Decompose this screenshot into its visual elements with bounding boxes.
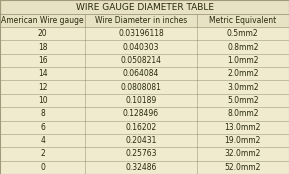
Bar (85, 107, 197, 121)
Bar (0, 121, 85, 134)
Text: 0.20431: 0.20431 (125, 136, 157, 145)
Text: 0.32486: 0.32486 (125, 163, 157, 172)
Text: 0: 0 (40, 163, 45, 172)
Bar (85, 161, 197, 174)
Text: American Wire gauge: American Wire gauge (1, 16, 84, 25)
Text: 0.0808081: 0.0808081 (121, 83, 161, 92)
Text: 10: 10 (38, 96, 47, 105)
Bar (197, 67, 289, 80)
Text: 52.0mm2: 52.0mm2 (225, 163, 261, 172)
Bar (197, 161, 289, 174)
Bar (0, 0, 289, 14)
Bar (197, 94, 289, 107)
Text: 5.0mm2: 5.0mm2 (227, 96, 259, 105)
Text: 0.040303: 0.040303 (123, 43, 159, 52)
Bar (0, 40, 85, 54)
Text: 12: 12 (38, 83, 47, 92)
Bar (0, 161, 85, 174)
Text: 0.5mm2: 0.5mm2 (227, 29, 259, 38)
Bar (85, 134, 197, 147)
Bar (0, 54, 85, 67)
Bar (0, 94, 85, 107)
Text: 4: 4 (40, 136, 45, 145)
Bar (85, 80, 197, 94)
Text: 0.16202: 0.16202 (125, 123, 157, 132)
Text: 32.0mm2: 32.0mm2 (225, 149, 261, 159)
Bar (0, 80, 85, 94)
Text: 3.0mm2: 3.0mm2 (227, 83, 259, 92)
Text: Metric Equivalent: Metric Equivalent (209, 16, 276, 25)
Text: 16: 16 (38, 56, 47, 65)
Bar (0, 147, 85, 161)
Bar (85, 94, 197, 107)
Bar (85, 14, 197, 27)
Text: 1.0mm2: 1.0mm2 (227, 56, 258, 65)
Bar (85, 27, 197, 40)
Bar (85, 147, 197, 161)
Bar (0, 67, 85, 80)
Text: WIRE GAUGE DIAMETER TABLE: WIRE GAUGE DIAMETER TABLE (75, 2, 214, 11)
Text: 0.128496: 0.128496 (123, 109, 159, 118)
Text: 0.0508214: 0.0508214 (121, 56, 161, 65)
Bar (197, 54, 289, 67)
Text: 18: 18 (38, 43, 47, 52)
Bar (197, 27, 289, 40)
Bar (0, 14, 85, 27)
Text: 2: 2 (40, 149, 45, 159)
Text: 13.0mm2: 13.0mm2 (225, 123, 261, 132)
Bar (197, 40, 289, 54)
Text: 8: 8 (40, 109, 45, 118)
Bar (0, 27, 85, 40)
Bar (197, 121, 289, 134)
Text: Wire Diameter in inches: Wire Diameter in inches (95, 16, 187, 25)
Text: 6: 6 (40, 123, 45, 132)
Bar (0, 107, 85, 121)
Bar (197, 80, 289, 94)
Text: 0.064084: 0.064084 (123, 69, 159, 78)
Bar (85, 40, 197, 54)
Bar (85, 67, 197, 80)
Text: 0.25763: 0.25763 (125, 149, 157, 159)
Text: 0.8mm2: 0.8mm2 (227, 43, 258, 52)
Bar (85, 121, 197, 134)
Bar (85, 54, 197, 67)
Text: 0.10189: 0.10189 (125, 96, 157, 105)
Text: 2.0mm2: 2.0mm2 (227, 69, 258, 78)
Bar (0, 134, 85, 147)
Text: 19.0mm2: 19.0mm2 (225, 136, 261, 145)
Text: 14: 14 (38, 69, 47, 78)
Bar (197, 107, 289, 121)
Text: 20: 20 (38, 29, 47, 38)
Bar (197, 147, 289, 161)
Bar (197, 14, 289, 27)
Bar (197, 134, 289, 147)
Text: 8.0mm2: 8.0mm2 (227, 109, 258, 118)
Text: 0.03196118: 0.03196118 (118, 29, 164, 38)
